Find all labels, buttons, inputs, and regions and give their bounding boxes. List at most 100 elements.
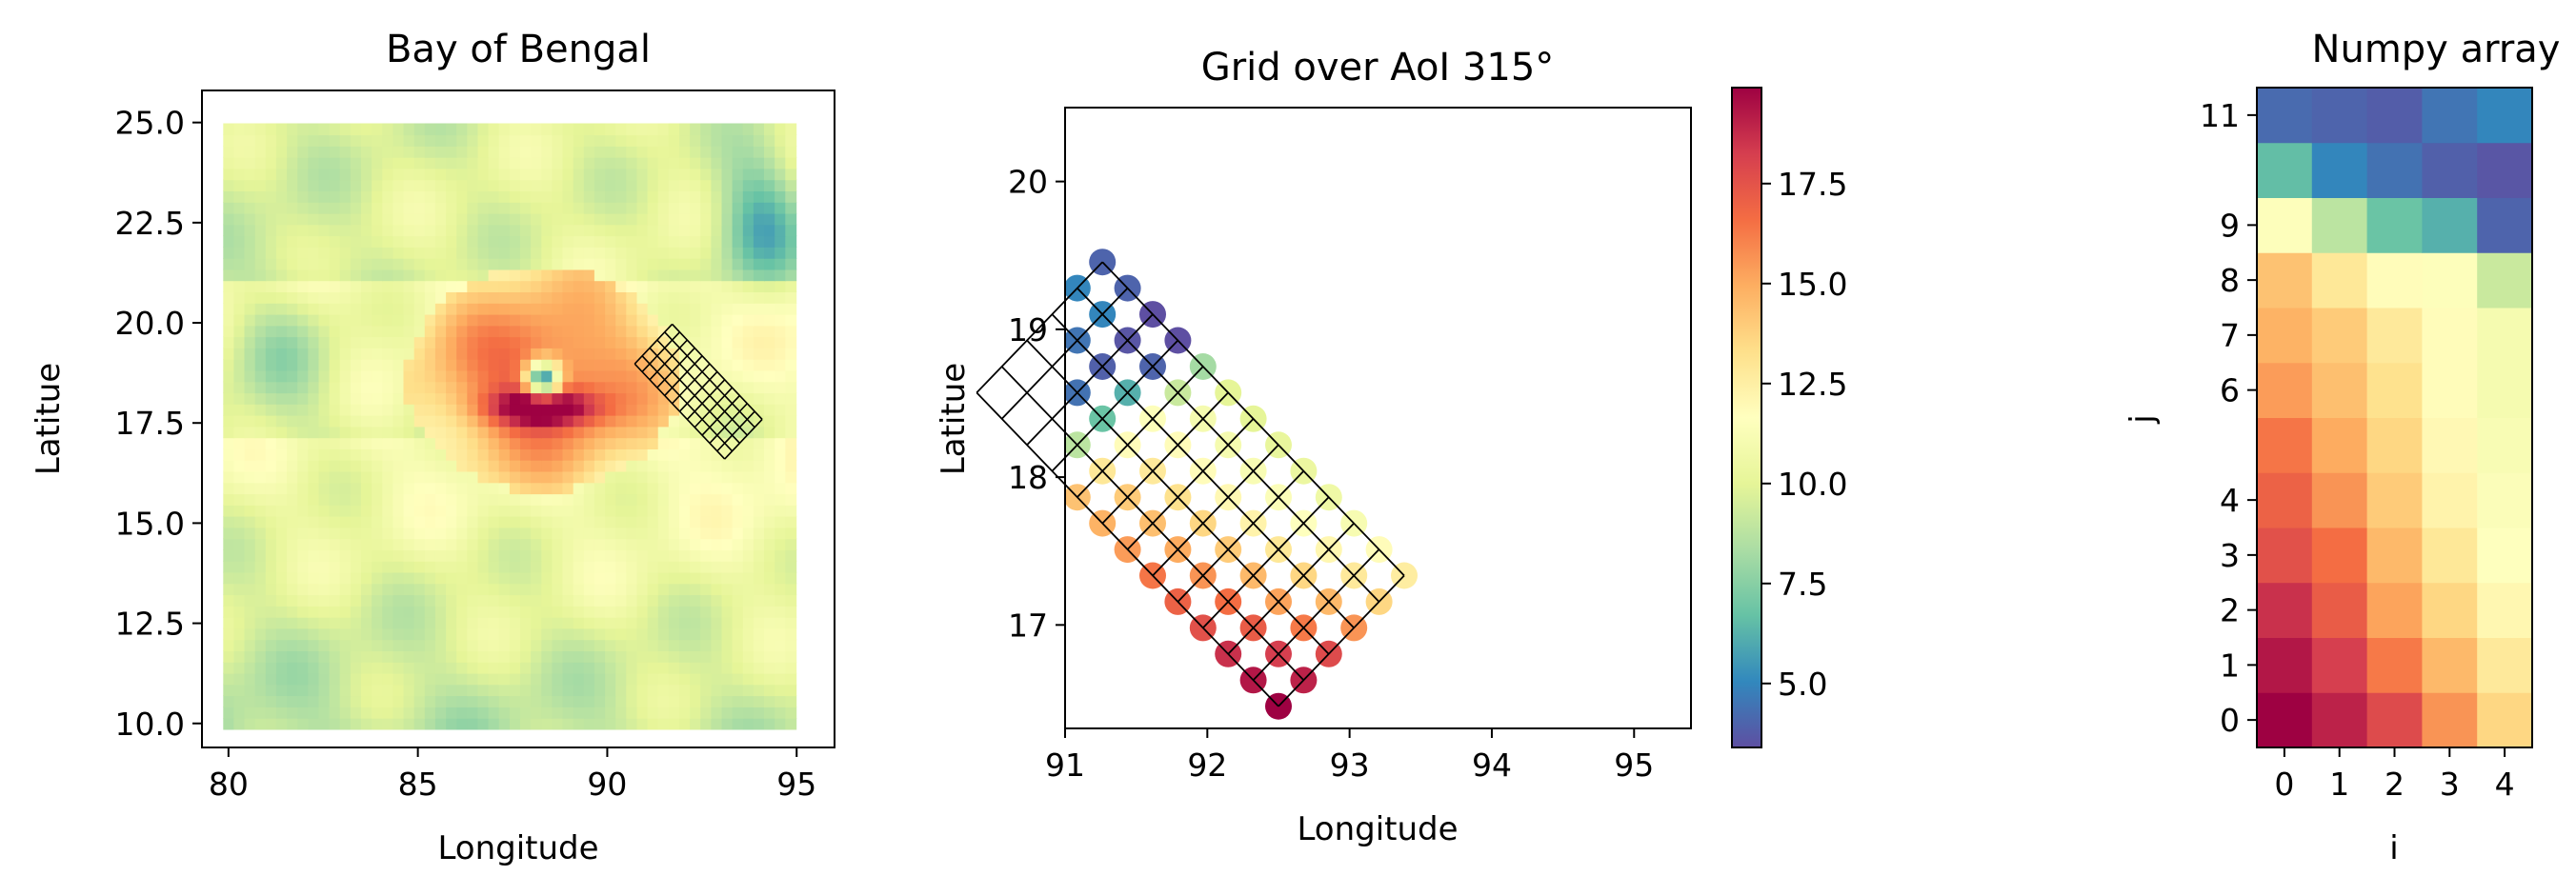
sea-map-cell <box>764 515 775 528</box>
sea-map-cell <box>626 392 638 405</box>
sea-map-cell <box>477 527 490 540</box>
y-tick-label: 17.5 <box>115 405 185 442</box>
sea-map-cell <box>732 662 744 674</box>
sea-map-cell <box>764 224 775 237</box>
sea-map-cell <box>552 627 564 641</box>
sea-map-cell <box>372 291 383 304</box>
sea-map-cell <box>552 426 564 439</box>
sea-map-cell <box>700 224 713 237</box>
sea-map-cell <box>233 707 246 719</box>
sea-map-cell <box>308 627 320 641</box>
sea-map-cell <box>753 459 765 472</box>
sea-map-cell <box>775 594 787 607</box>
sea-map-cell <box>732 448 744 461</box>
sea-map-cell <box>785 358 797 371</box>
sea-map-cell <box>318 583 331 596</box>
panel3-x-label: i <box>2389 829 2398 867</box>
sea-map-cell <box>668 571 680 585</box>
sea-map-cell <box>552 269 564 282</box>
sea-map-cell <box>509 235 521 248</box>
sea-map-cell <box>339 235 352 248</box>
sea-map-cell <box>775 358 787 371</box>
sea-map-cell <box>308 560 320 573</box>
sea-map-cell <box>244 482 256 495</box>
sea-map-cell <box>509 650 521 663</box>
sea-map-cell <box>456 583 469 596</box>
sea-map-cell <box>583 662 595 674</box>
sea-map-cell <box>764 123 775 136</box>
sea-map-cell <box>573 505 585 517</box>
sea-map-cell <box>594 493 606 506</box>
sea-map-cell <box>372 190 383 203</box>
sea-map-cell <box>509 672 521 686</box>
sea-map-cell <box>647 583 659 596</box>
sea-map-cell <box>764 156 775 169</box>
sea-map-cell <box>329 414 341 428</box>
sea-map-cell <box>594 482 606 495</box>
sea-map-cell <box>254 493 267 506</box>
sea-map-cell <box>446 257 457 270</box>
sea-map-cell <box>711 662 723 674</box>
sea-map-cell <box>350 459 362 472</box>
sea-map-cell <box>594 606 606 618</box>
sea-map-cell <box>711 392 723 405</box>
sea-map-cell <box>223 156 235 169</box>
sea-map-cell <box>668 224 680 237</box>
sea-map-cell <box>647 448 659 461</box>
sea-map-cell <box>275 134 288 147</box>
sea-map-cell <box>413 156 426 169</box>
sea-map-cell <box>711 269 723 282</box>
sea-map-cell <box>562 224 574 237</box>
sea-map-cell <box>594 224 606 237</box>
sea-map-cell <box>668 123 680 136</box>
sea-map-cell <box>541 257 553 270</box>
sea-map-cell <box>413 650 426 663</box>
sea-map-cell <box>467 594 479 607</box>
sea-map-cell <box>657 202 670 214</box>
sea-map-cell <box>541 123 553 136</box>
sea-map-cell <box>244 717 256 730</box>
sea-map-cell <box>594 717 606 730</box>
sea-map-cell <box>541 212 553 226</box>
sea-map-cell <box>785 616 797 629</box>
sea-map-cell <box>434 571 447 585</box>
sea-map-cell <box>520 627 532 641</box>
sea-map-cell <box>275 459 288 472</box>
sea-map-cell <box>541 470 553 484</box>
sea-map-cell <box>626 212 638 226</box>
sea-map-cell <box>275 190 288 203</box>
sea-map-cell <box>488 437 500 449</box>
array-cell <box>2311 197 2368 253</box>
sea-map-cell <box>403 168 415 181</box>
sea-map-cell <box>392 695 405 707</box>
sea-map-cell <box>626 146 638 158</box>
panel1-y-label: Latitue <box>30 363 68 475</box>
sea-map-cell <box>785 381 797 394</box>
sea-map-cell <box>721 470 734 484</box>
sea-map-cell <box>477 146 490 158</box>
sea-map-cell <box>594 168 606 181</box>
grid-line <box>976 261 1103 394</box>
sea-map-cell <box>287 594 298 607</box>
sea-map-cell <box>318 549 331 562</box>
sea-map-cell <box>244 303 256 315</box>
sea-map-cell <box>339 156 352 169</box>
sea-map-cell <box>668 549 680 562</box>
sea-map-cell <box>434 493 447 506</box>
sea-map-cell <box>647 303 659 315</box>
sea-map-cell <box>626 269 638 282</box>
sea-map-cell <box>764 616 775 629</box>
sea-map-cell <box>775 627 787 641</box>
sea-map-cell <box>446 695 457 707</box>
sea-map-cell <box>329 707 341 719</box>
sea-map-cell <box>403 627 415 641</box>
sea-map-cell <box>700 358 713 371</box>
sea-map-cell <box>626 325 638 338</box>
sea-map-cell <box>764 470 775 484</box>
sea-map-cell <box>350 269 362 282</box>
sea-map-cell <box>392 392 405 405</box>
sea-map-cell <box>785 672 797 686</box>
sea-map-cell <box>498 202 511 214</box>
sea-map-cell <box>297 459 310 472</box>
sea-map-cell <box>339 179 352 191</box>
